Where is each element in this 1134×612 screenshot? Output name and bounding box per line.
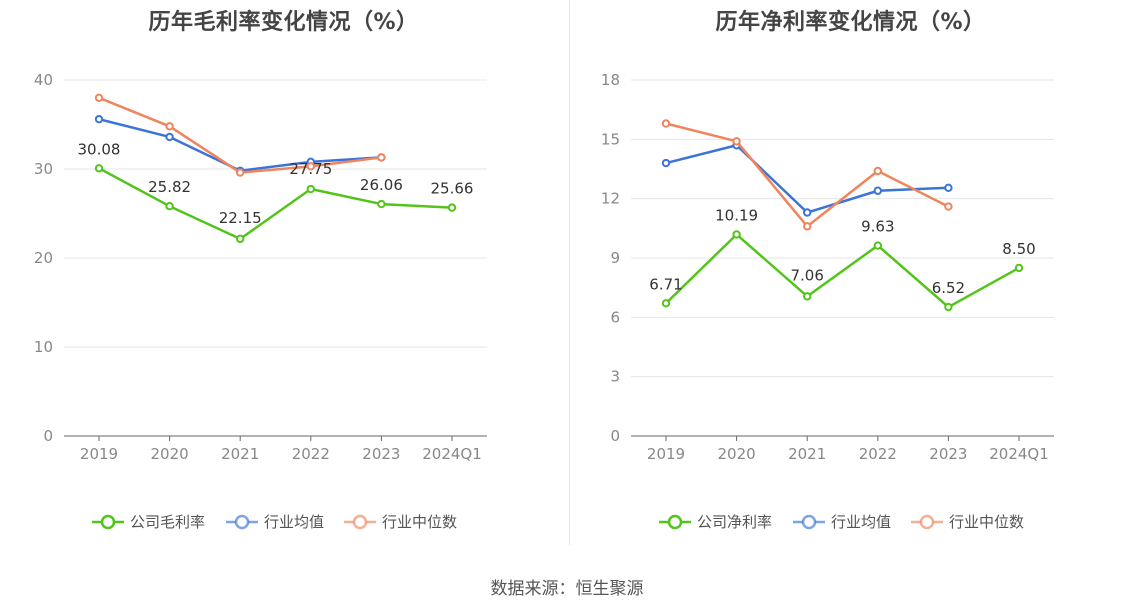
x-tick-label: 2021 (221, 445, 259, 463)
y-tick-label: 30 (34, 160, 53, 178)
data-label: 9.63 (861, 218, 894, 236)
x-tick-label: 2023 (929, 445, 967, 463)
data-point (661, 119, 671, 128)
data-label: 26.06 (360, 176, 403, 194)
y-tick-label: 12 (601, 190, 620, 208)
data-point (377, 153, 386, 162)
data-label: 7.06 (790, 266, 823, 284)
x-tick-label: 2020 (718, 445, 756, 463)
x-tick-label: 2022 (859, 445, 897, 463)
data-label: 27.75 (289, 160, 332, 178)
data-point (94, 164, 104, 173)
net-margin-chart: 0 3 6 9 12 15 18 2019 2020 2021 2022 2023 2024Q1 6.71… (601, 71, 1054, 531)
data-point (236, 168, 245, 177)
data-point (873, 166, 882, 176)
legend-label: 公司净利率 (697, 513, 772, 531)
data-point (165, 202, 174, 211)
data-label: 30.08 (78, 140, 121, 158)
data-point (165, 132, 174, 142)
series-line (665, 144, 949, 214)
panel-divider (569, 0, 570, 545)
legend-marker (667, 514, 683, 530)
data-point (94, 114, 104, 124)
data-point (306, 162, 315, 171)
x-tick-label: 2019 (80, 445, 118, 463)
y-tick-label: 20 (34, 249, 53, 267)
y-tick-label: 40 (34, 71, 53, 89)
y-tick-label: 3 (610, 368, 620, 386)
legend-marker (801, 514, 817, 530)
chart-title: 历年净利率变化情况（%） (715, 10, 986, 35)
legend-label: 行业均值 (264, 513, 324, 531)
x-tick-label: 2024Q1 (422, 445, 482, 463)
data-point (165, 122, 174, 131)
data-label: 10.19 (715, 206, 758, 224)
data-point (661, 158, 671, 168)
legend-label: 公司毛利率 (130, 513, 205, 531)
data-point (377, 199, 386, 209)
y-tick-label: 15 (601, 130, 620, 148)
legend-marker (352, 514, 368, 530)
legend-label: 行业中位数 (382, 513, 457, 531)
gross-margin-chart: 0 10 20 30 40 2019 2020 2021 2022 2023 2024Q1 30.08… (34, 71, 487, 531)
legend-label: 行业中位数 (949, 513, 1024, 531)
y-tick-label: 0 (610, 427, 620, 445)
data-point (94, 93, 104, 103)
x-tick-label: 2021 (788, 445, 826, 463)
data-point (944, 302, 953, 312)
chart-title: 历年毛利率变化情况（%） (148, 10, 419, 35)
data-point (944, 202, 953, 211)
y-tick-label: 10 (34, 338, 53, 356)
data-point (873, 186, 882, 195)
legend-label: 行业均值 (831, 513, 891, 531)
y-tick-label: 18 (601, 71, 620, 89)
x-tick-label: 2019 (647, 445, 685, 463)
data-point (1014, 263, 1024, 273)
data-point (306, 184, 315, 194)
data-source-note: 数据来源：恒生聚源 (490, 579, 644, 599)
data-point (803, 292, 812, 301)
legend-marker (919, 514, 935, 530)
y-tick-label: 9 (610, 249, 620, 267)
data-point (661, 299, 671, 308)
legend-marker (100, 514, 116, 530)
data-point (447, 203, 457, 212)
data-label: 22.15 (219, 209, 262, 227)
data-label: 25.66 (431, 180, 474, 198)
y-tick-label: 6 (610, 308, 620, 326)
gross-margin-chart-panel: 历年毛利率变化情况（%） 0 10 20 30 40 2019 2020 2021 2022 20… (0, 0, 567, 545)
x-tick-label: 2020 (151, 445, 189, 463)
data-label: 6.52 (932, 279, 965, 297)
data-label: 6.71 (649, 275, 682, 293)
data-point (803, 222, 812, 231)
series-line (98, 167, 453, 241)
x-tick-label: 2024Q1 (989, 445, 1049, 463)
data-point (944, 183, 953, 192)
net-margin-chart-panel: 历年净利率变化情况（%） 0 3 6 9 12 15 18 2019 2020 2021 2022 2… (567, 0, 1134, 545)
x-tick-label: 2023 (362, 445, 400, 463)
data-label: 25.82 (148, 178, 191, 196)
data-point (236, 234, 245, 244)
data-point (732, 137, 741, 146)
x-tick-label: 2022 (292, 445, 330, 463)
data-point (732, 230, 741, 239)
y-tick-label: 0 (43, 427, 53, 445)
data-point (803, 208, 812, 217)
data-point (873, 241, 882, 250)
data-label: 8.50 (1002, 240, 1035, 258)
series-line (665, 233, 1020, 309)
legend-marker (234, 514, 250, 530)
